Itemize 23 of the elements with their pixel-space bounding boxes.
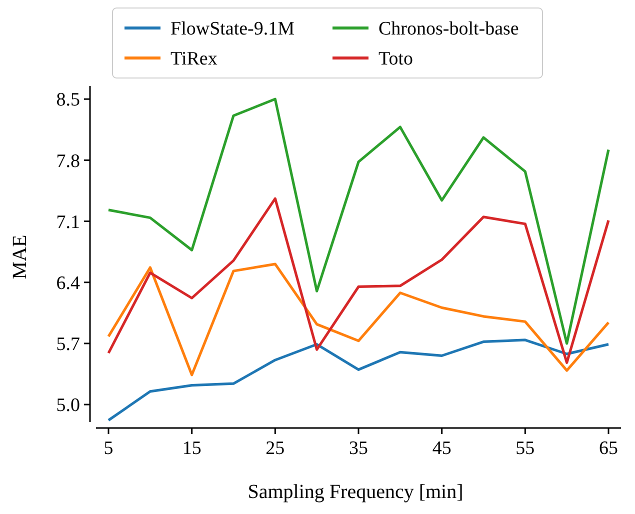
y-axis-title: MAE [9,234,31,280]
line-series [107,338,610,422]
x-tick-label: 65 [599,438,618,459]
y-tick-label: 6.4 [56,273,80,294]
x-tick-label: 5 [104,438,114,459]
y-tick-label: 8.5 [56,90,80,111]
x-tick-label: 15 [182,438,202,459]
y-tick-label: 7.8 [56,150,80,172]
x-tick-label: 45 [432,438,452,459]
legend-label: Chronos-bolt-base [378,18,519,40]
y-tick-label: 7.1 [56,212,80,233]
x-tick-label: 55 [516,438,535,459]
legend-label: FlowState-9.1M [170,18,295,40]
line-series [107,262,610,376]
legend-label: Toto [378,48,414,70]
legend-label: TiRex [170,48,218,70]
x-tick-label: 25 [266,438,285,459]
y-tick-label: 5.7 [56,334,80,356]
y-tick-label: 5.0 [56,395,80,416]
line-series [107,98,610,345]
line-series [107,197,610,364]
x-tick-label: 35 [349,438,368,459]
x-axis-title: Sampling Frequency [min] [248,481,464,503]
